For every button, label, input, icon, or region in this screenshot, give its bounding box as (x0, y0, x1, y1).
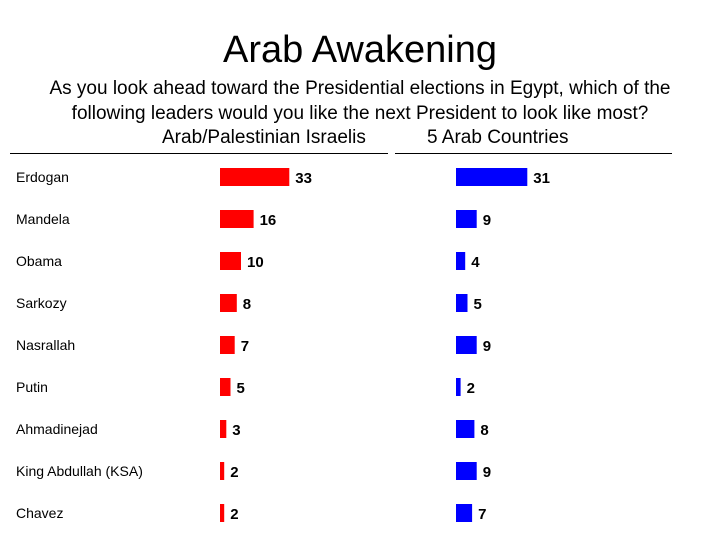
bar-left-sarkozy (220, 294, 237, 312)
category-label-mandela: Mandela (16, 211, 70, 227)
bar-right-mandela (456, 210, 477, 228)
bar-left-chavez (220, 504, 225, 522)
category-label-king-abdullah-ksa: King Abdullah (KSA) (16, 463, 143, 479)
bar-left-ahmadinejad (220, 420, 227, 438)
header-rule-left (10, 153, 118, 154)
chart-subtitle: As you look ahead toward the Presidentia… (20, 76, 700, 126)
value-label-right-obama: 4 (471, 254, 480, 271)
value-label-left-erdogan: 33 (295, 170, 312, 187)
category-label-putin: Putin (16, 379, 48, 395)
left-column-heading: Arab/Palestinian Israelis (162, 127, 366, 148)
value-label-right-king-abdullah-ksa: 9 (483, 464, 491, 481)
bar-left-putin (220, 378, 231, 396)
bar-right-sarkozy (456, 294, 468, 312)
value-label-right-erdogan: 31 (533, 170, 550, 187)
category-label-obama: Obama (16, 253, 62, 269)
bar-right-obama (456, 252, 466, 270)
value-label-right-chavez: 7 (478, 506, 486, 523)
value-label-right-nasrallah: 9 (483, 338, 491, 355)
category-label-sarkozy: Sarkozy (16, 295, 67, 311)
value-label-right-mandela: 9 (483, 212, 491, 229)
value-label-right-ahmadinejad: 8 (480, 422, 488, 439)
chart-title: Arab Awakening (223, 29, 497, 71)
category-label-erdogan: Erdogan (16, 169, 69, 185)
value-label-left-sarkozy: 8 (243, 296, 251, 313)
right-column-heading: 5 Arab Countries (427, 127, 569, 148)
value-label-left-mandela: 16 (260, 212, 277, 229)
bar-right-king-abdullah-ksa (456, 462, 477, 480)
value-label-left-putin: 5 (237, 380, 245, 397)
value-label-left-chavez: 2 (230, 506, 238, 523)
bar-left-mandela (220, 210, 254, 228)
bar-left-king-abdullah-ksa (220, 462, 225, 480)
value-label-left-nasrallah: 7 (241, 338, 249, 355)
header-rule-right (395, 153, 672, 154)
value-label-left-obama: 10 (247, 254, 264, 271)
value-label-right-sarkozy: 5 (474, 296, 482, 313)
bar-left-obama (220, 252, 241, 270)
bar-right-erdogan (456, 168, 528, 186)
value-label-left-ahmadinejad: 3 (232, 422, 240, 439)
bar-right-chavez (456, 504, 473, 522)
value-label-right-putin: 2 (467, 380, 475, 397)
category-label-nasrallah: Nasrallah (16, 337, 75, 353)
bar-right-nasrallah (456, 336, 477, 354)
subtitle-line-2: following leaders would you like the nex… (71, 103, 649, 124)
value-label-left-king-abdullah-ksa: 2 (230, 464, 238, 481)
bar-right-putin (456, 378, 461, 396)
bar-left-erdogan (220, 168, 290, 186)
bar-left-nasrallah (220, 336, 235, 354)
subtitle-line-1: As you look ahead toward the Presidentia… (49, 78, 671, 99)
category-label-ahmadinejad: Ahmadinejad (16, 421, 98, 437)
bar-right-ahmadinejad (456, 420, 475, 438)
category-label-chavez: Chavez (16, 505, 63, 521)
header-rule-middle (118, 153, 388, 154)
